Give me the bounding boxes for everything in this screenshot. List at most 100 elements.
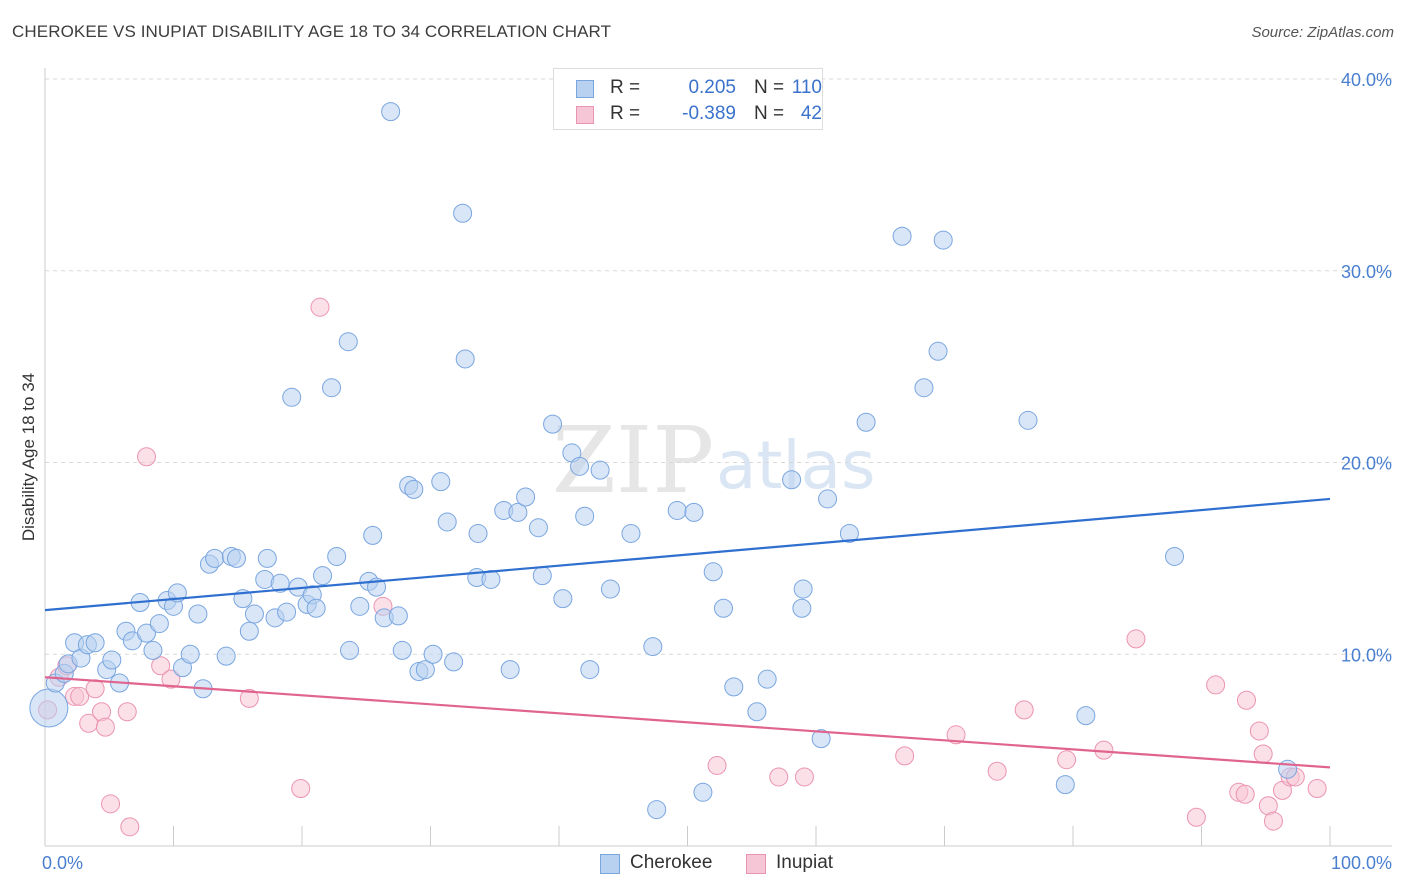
cherokee-point bbox=[431, 472, 451, 492]
cherokee-point bbox=[757, 669, 777, 689]
cherokee-point bbox=[703, 562, 723, 582]
cherokee-point bbox=[1055, 775, 1075, 795]
cherokee-point bbox=[313, 566, 333, 586]
cherokee-point bbox=[516, 487, 536, 507]
cherokee-point bbox=[575, 506, 595, 526]
cherokee-point bbox=[381, 102, 401, 122]
cherokee-point bbox=[693, 782, 713, 802]
cherokee-point bbox=[102, 650, 122, 670]
cherokee-point bbox=[1076, 706, 1096, 726]
trend-lines bbox=[44, 497, 1331, 769]
inupiat-point bbox=[117, 702, 137, 722]
inupiat-point bbox=[1186, 807, 1206, 827]
inupiat-point bbox=[946, 725, 966, 745]
legend-r-value: 0.205 bbox=[688, 77, 736, 98]
cherokee-point bbox=[257, 548, 277, 568]
cherokee-point bbox=[933, 230, 953, 250]
y-tick-label: 20.0% bbox=[1341, 454, 1392, 474]
legend-n-value: 42 bbox=[800, 103, 822, 124]
legend-swatch-cherokee bbox=[576, 80, 594, 98]
y-tick-label: 40.0% bbox=[1341, 70, 1392, 90]
cherokee-point bbox=[350, 596, 370, 616]
cherokee-point bbox=[647, 800, 667, 820]
cherokee-point bbox=[543, 414, 563, 434]
inupiat-point bbox=[120, 817, 140, 837]
legend-r-label: R = bbox=[610, 103, 641, 124]
cherokee-point bbox=[244, 604, 264, 624]
legend-swatch-inupiat bbox=[576, 106, 594, 124]
cherokee-point bbox=[137, 623, 157, 643]
x-tick-label: 0.0% bbox=[42, 853, 83, 873]
cherokee-point bbox=[724, 677, 744, 697]
cherokee-point bbox=[621, 523, 641, 543]
cherokee-point bbox=[553, 589, 573, 609]
cherokee-point bbox=[340, 640, 360, 660]
inupiat-point bbox=[161, 669, 181, 689]
cherokee-point bbox=[684, 502, 704, 522]
legend-r-value: -0.389 bbox=[682, 103, 736, 124]
cherokee-point bbox=[793, 579, 813, 599]
cherokee-point bbox=[528, 518, 548, 538]
cherokee-point bbox=[388, 606, 408, 626]
cherokee-point bbox=[226, 548, 246, 568]
cherokee-point bbox=[423, 644, 443, 664]
cherokee-point bbox=[453, 203, 473, 223]
cherokee-point bbox=[508, 502, 528, 522]
legend-r-label: R = bbox=[610, 77, 641, 98]
inupiat-point bbox=[1249, 721, 1269, 741]
cherokee-point bbox=[143, 640, 163, 660]
legend-box: R = 0.205 N = 110 R = -0.389 N = 42 bbox=[553, 68, 823, 130]
cherokee-point bbox=[437, 512, 457, 532]
inupiat-point bbox=[85, 679, 105, 699]
cherokee-point bbox=[892, 226, 912, 246]
cherokee-point bbox=[928, 341, 948, 361]
cherokee-point bbox=[306, 598, 326, 618]
cherokee-trend-line bbox=[44, 497, 1331, 612]
cherokee-point bbox=[282, 387, 302, 407]
cherokee-series bbox=[29, 102, 1298, 820]
inupiat-point bbox=[1057, 750, 1077, 770]
inupiat-point bbox=[1014, 700, 1034, 720]
tick-labels: 10.0% 20.0% 30.0% 40.0% 0.0% 100.0% bbox=[42, 70, 1392, 873]
inupiat-point bbox=[310, 297, 330, 317]
cherokee-point bbox=[500, 660, 520, 680]
cherokee-point bbox=[455, 349, 475, 369]
inupiat-point bbox=[1206, 675, 1226, 695]
inupiat-point bbox=[1307, 778, 1327, 798]
cherokee-point bbox=[205, 548, 225, 568]
bottom-legend-label-cherokee: Cherokee bbox=[630, 852, 713, 873]
cherokee-point bbox=[570, 456, 590, 476]
cherokee-point bbox=[1018, 410, 1038, 430]
x-tick-label: 100.0% bbox=[1331, 853, 1392, 873]
cherokee-point bbox=[338, 332, 358, 352]
cherokee-point bbox=[590, 460, 610, 480]
legend-n-label: N = bbox=[754, 103, 785, 124]
cherokee-point bbox=[1165, 546, 1185, 566]
cherokee-point bbox=[363, 525, 383, 545]
inupiat-point bbox=[95, 717, 115, 737]
chart-title: CHEROKEE VS INUPIAT DISABILITY AGE 18 TO… bbox=[12, 22, 612, 41]
inupiat-point bbox=[70, 686, 90, 706]
cherokee-point bbox=[277, 602, 297, 622]
cherokee-point bbox=[85, 633, 105, 653]
inupiat-point bbox=[1263, 811, 1283, 831]
cherokee-point bbox=[839, 523, 859, 543]
source-note: Source: ZipAtlas.com bbox=[1251, 24, 1394, 41]
cherokee-point bbox=[239, 621, 259, 641]
cherokee-point bbox=[468, 523, 488, 543]
y-tick-label: 10.0% bbox=[1341, 645, 1392, 665]
cherokee-point bbox=[149, 614, 169, 634]
inupiat-point bbox=[239, 688, 259, 708]
cherokee-point bbox=[322, 378, 342, 398]
inupiat-point bbox=[137, 447, 157, 467]
inupiat-series bbox=[38, 297, 1327, 837]
inupiat-point bbox=[794, 767, 814, 787]
inupiat-point bbox=[707, 755, 727, 775]
bottom-legend-swatch-inupiat bbox=[746, 854, 766, 874]
cherokee-point bbox=[404, 479, 424, 499]
inupiat-point bbox=[151, 656, 171, 676]
cherokee-point bbox=[713, 598, 733, 618]
inupiat-point bbox=[291, 778, 311, 798]
cherokee-point bbox=[811, 729, 831, 749]
